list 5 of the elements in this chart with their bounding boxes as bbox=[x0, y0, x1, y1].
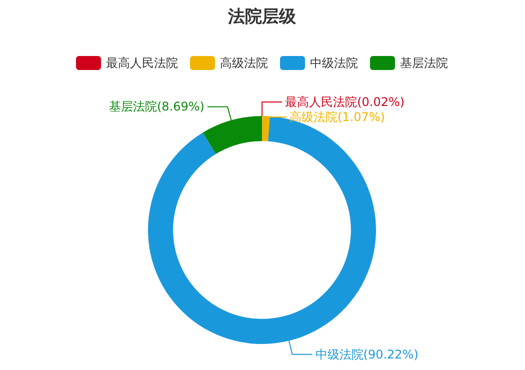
legend-label: 中级法院 bbox=[310, 56, 358, 70]
legend-label: 最高人民法院 bbox=[106, 56, 178, 70]
legend-label: 基层法院 bbox=[400, 56, 448, 70]
legend-label: 高级法院 bbox=[220, 56, 268, 70]
chart-title: 法院层级 bbox=[227, 7, 297, 27]
